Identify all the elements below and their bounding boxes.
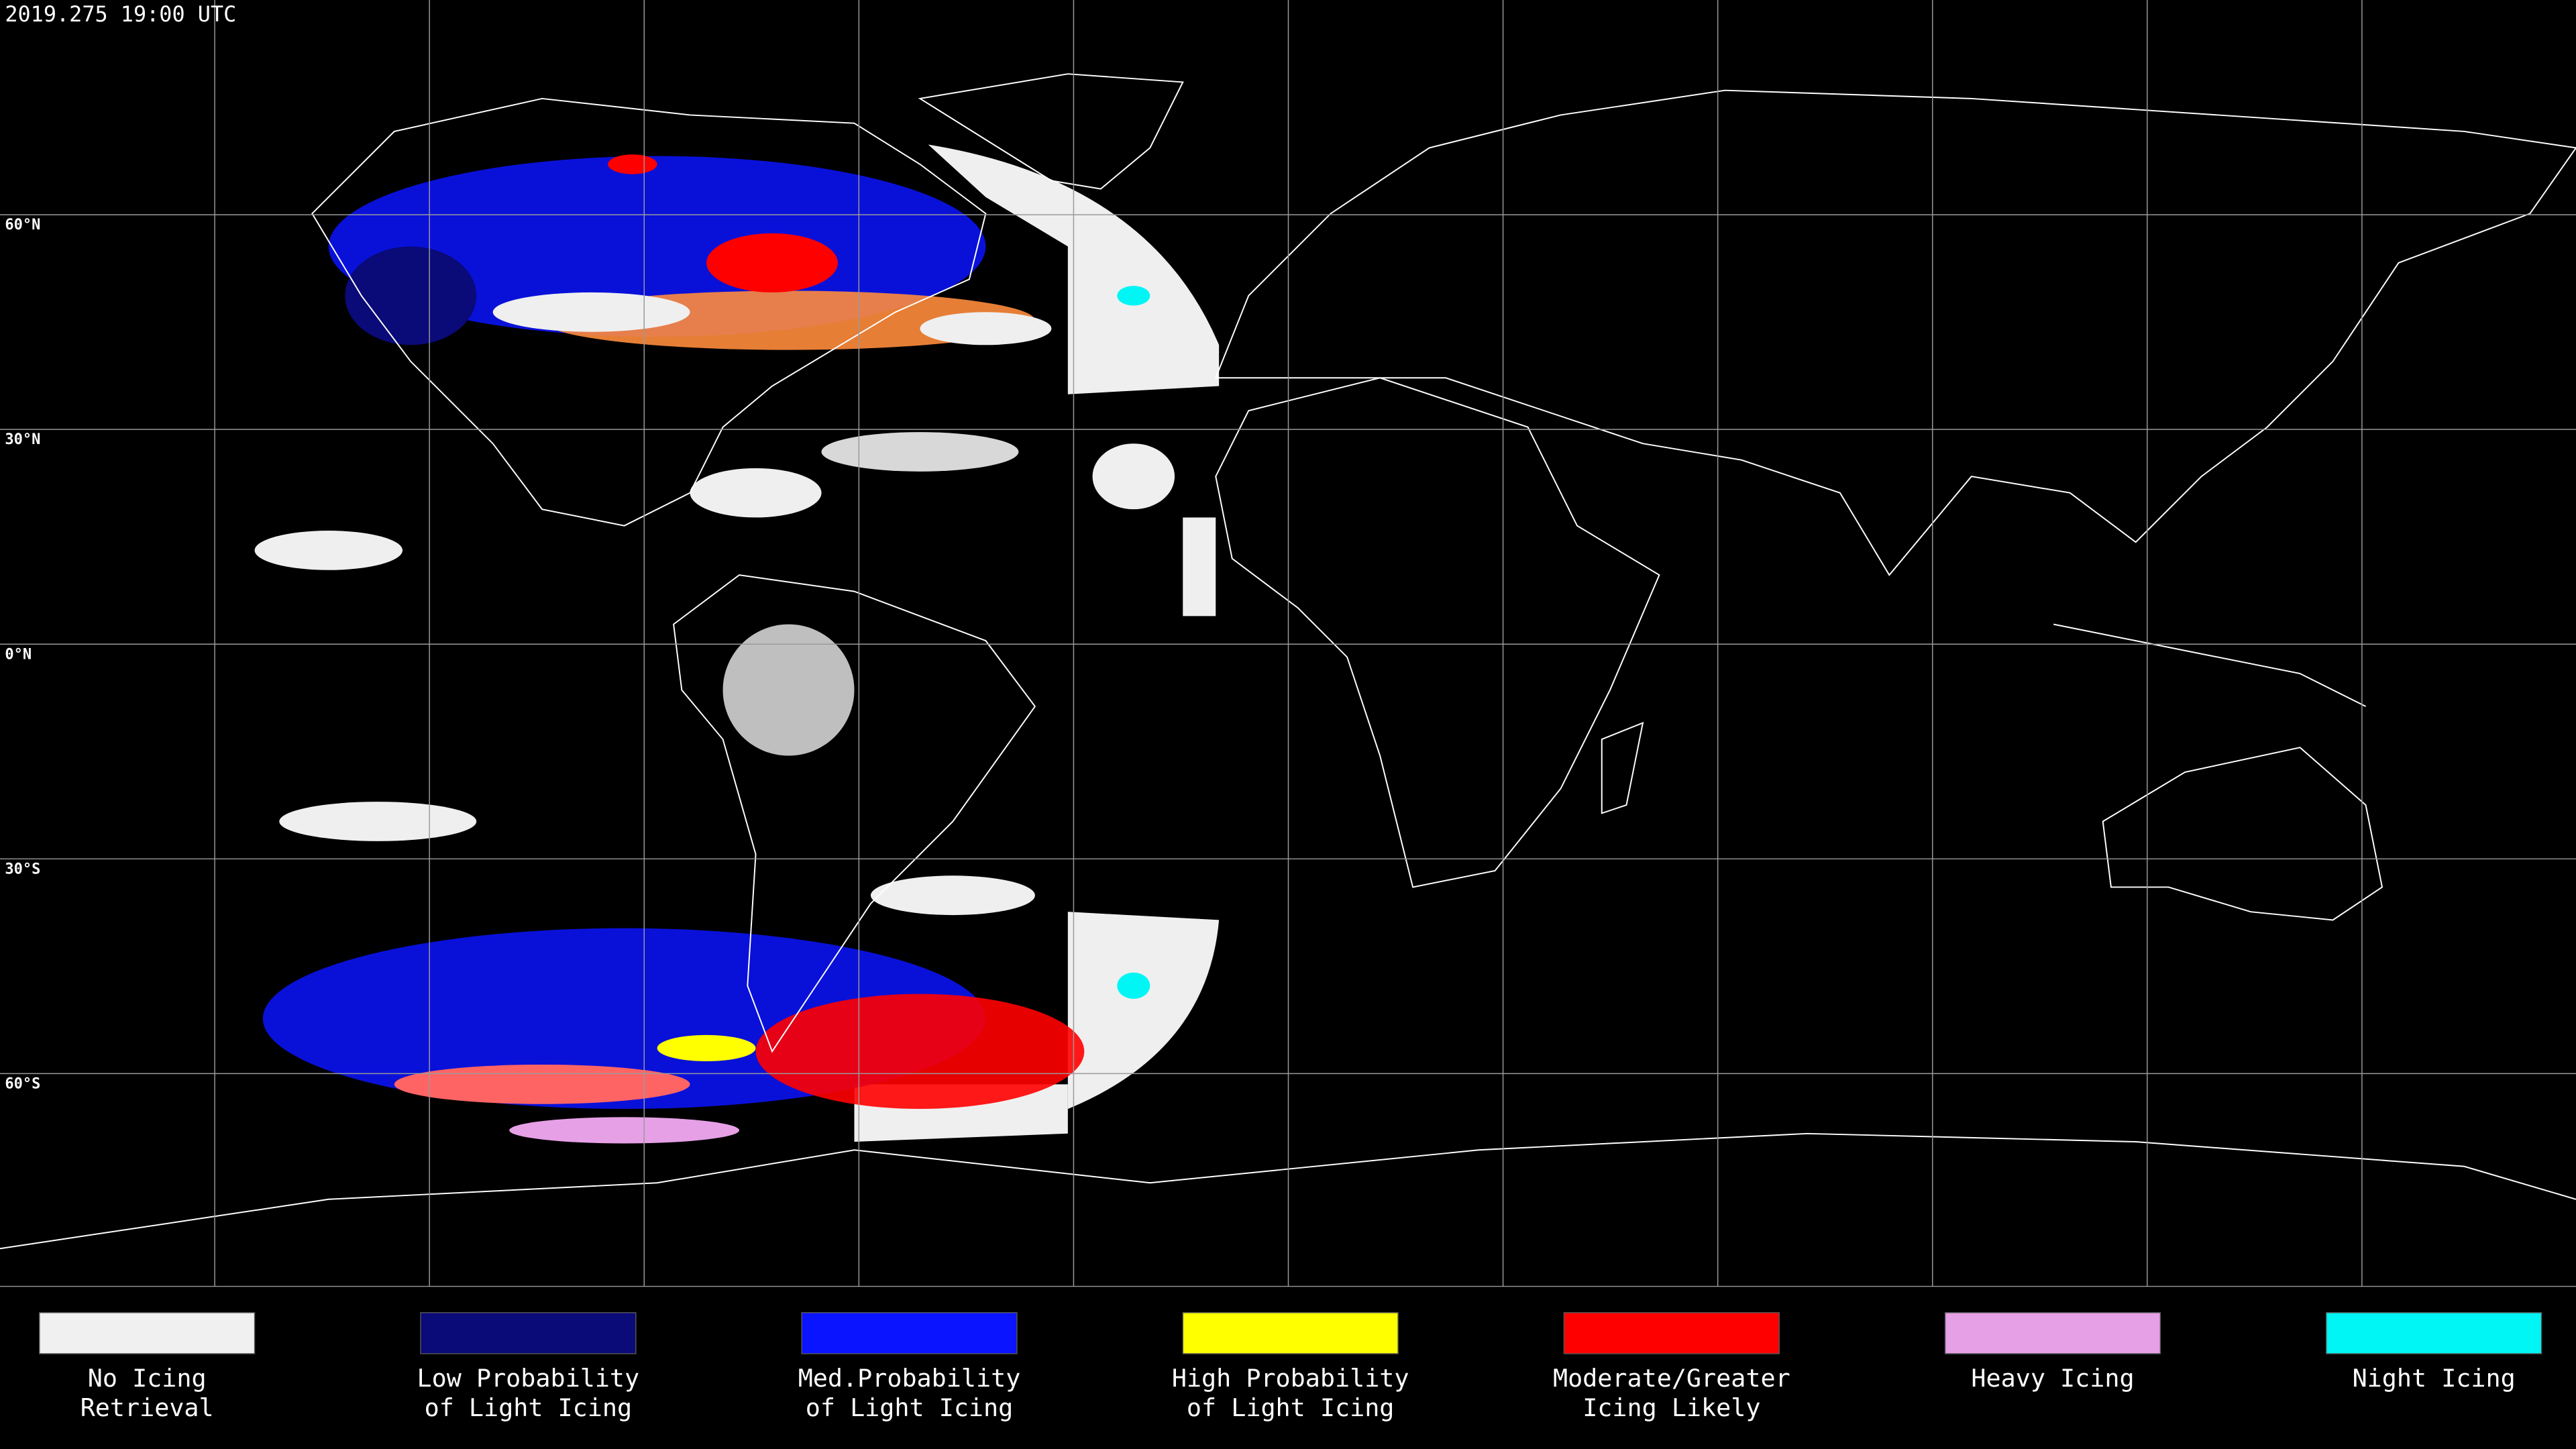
latitude-label: 60°S (5, 1075, 40, 1092)
latitude-label: 30°S (5, 861, 40, 877)
night-icing (1117, 972, 1150, 999)
low-icing (345, 246, 477, 345)
night-icing (1117, 286, 1150, 306)
high-icing (657, 1034, 756, 1062)
indonesia (2053, 623, 2366, 707)
moderate-icing (608, 154, 657, 174)
no-icing (254, 531, 402, 570)
legend-swatch (1563, 1312, 1780, 1354)
antarctica (0, 1132, 2576, 1250)
legend-label: of Light Icing (806, 1393, 1013, 1422)
legend-swatch (1944, 1312, 2161, 1354)
latitude-label: 30°N (5, 431, 40, 448)
moderate-icing (755, 994, 1085, 1110)
no-icing (870, 875, 1035, 916)
greenland (918, 73, 1184, 190)
latitude-labels: 60°N 30°N 0°N 30°S 60°S (5, 217, 40, 1092)
madagascar (1601, 721, 1644, 814)
no-icing (1092, 443, 1175, 510)
latitude-label: 0°N (5, 646, 32, 663)
no-icing (690, 468, 822, 518)
south-america (673, 574, 1036, 1053)
heavy-icing (509, 1117, 740, 1144)
no-icing (920, 312, 1052, 345)
moderate-icing (706, 233, 838, 292)
graticule (0, 0, 2576, 1287)
legend-label: Night Icing (2353, 1364, 2516, 1393)
legend-label: Med.Probability (798, 1364, 1021, 1393)
no-icing (279, 802, 477, 841)
coastlines (0, 73, 2576, 1250)
legend-label: Icing Likely (1582, 1393, 1760, 1422)
legend-label: No Icing (88, 1364, 207, 1393)
no-icing-region (1067, 912, 1220, 1110)
no-icing (821, 432, 1019, 472)
legend-swatch (420, 1312, 637, 1354)
legend-swatch (801, 1312, 1018, 1354)
australia (2102, 747, 2383, 921)
no-icing (492, 292, 690, 332)
icing-band (394, 1064, 690, 1104)
legend-label: High Probability (1172, 1364, 1409, 1393)
legend-label: Heavy Icing (1971, 1364, 2134, 1393)
no-icing (722, 624, 855, 756)
legend-label: Retrieval (80, 1393, 214, 1422)
eurasia (1214, 89, 2576, 576)
legend-label: of Light Icing (425, 1393, 633, 1422)
legend-label: of Light Icing (1187, 1393, 1395, 1422)
legend-label: Low Probability (417, 1364, 640, 1393)
no-icing-region (1183, 517, 1216, 616)
legend-label: Moderate/Greater (1553, 1364, 1790, 1393)
legend-swatch (1182, 1312, 1399, 1354)
legend-swatch (39, 1312, 256, 1354)
timestamp: 2019.275 19:00 UTC (5, 1, 236, 27)
latitude-label: 60°N (5, 217, 40, 233)
legend-swatch (2326, 1312, 2542, 1354)
icing-overlay (254, 144, 1220, 1144)
africa (1215, 377, 1660, 888)
